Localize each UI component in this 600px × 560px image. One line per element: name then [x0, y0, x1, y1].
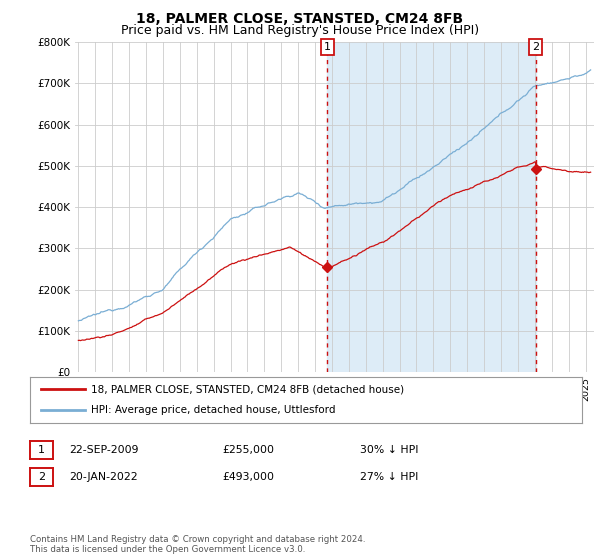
- Text: 18, PALMER CLOSE, STANSTED, CM24 8FB: 18, PALMER CLOSE, STANSTED, CM24 8FB: [136, 12, 464, 26]
- Text: £493,000: £493,000: [222, 472, 274, 482]
- Text: 1: 1: [38, 445, 45, 455]
- Text: 20-JAN-2022: 20-JAN-2022: [69, 472, 137, 482]
- Text: 2: 2: [532, 42, 539, 52]
- Text: 22-SEP-2009: 22-SEP-2009: [69, 445, 139, 455]
- Text: 18, PALMER CLOSE, STANSTED, CM24 8FB (detached house): 18, PALMER CLOSE, STANSTED, CM24 8FB (de…: [91, 384, 404, 394]
- Text: 30% ↓ HPI: 30% ↓ HPI: [360, 445, 419, 455]
- Text: HPI: Average price, detached house, Uttlesford: HPI: Average price, detached house, Uttl…: [91, 405, 335, 416]
- Bar: [328, 42, 536, 372]
- Text: 2: 2: [38, 472, 45, 482]
- Text: £255,000: £255,000: [222, 445, 274, 455]
- Text: 27% ↓ HPI: 27% ↓ HPI: [360, 472, 418, 482]
- Text: Contains HM Land Registry data © Crown copyright and database right 2024.
This d: Contains HM Land Registry data © Crown c…: [30, 535, 365, 554]
- Text: 1: 1: [324, 42, 331, 52]
- Text: Price paid vs. HM Land Registry's House Price Index (HPI): Price paid vs. HM Land Registry's House …: [121, 24, 479, 37]
